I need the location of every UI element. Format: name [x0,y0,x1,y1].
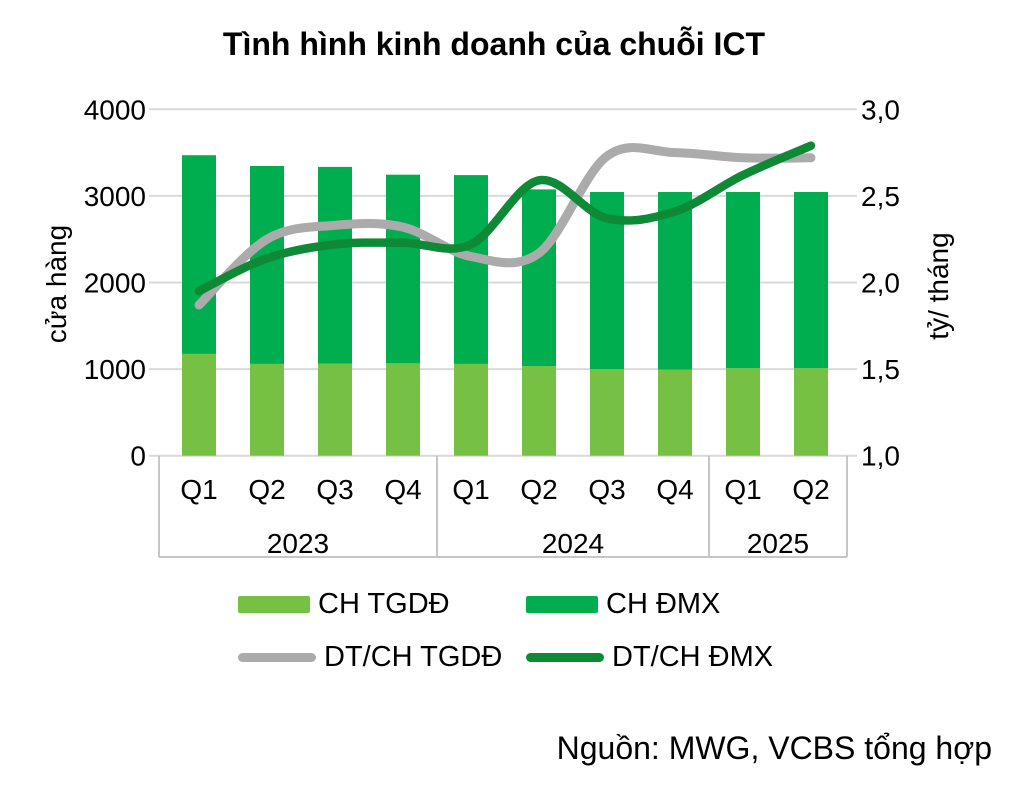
left-tick-label: 3000 [84,181,146,212]
legend-label: DT/CH TGDĐ [324,641,503,673]
quarter-label: Q2 [248,474,285,505]
bar-segment-tgdd [794,368,828,456]
trend-line-dt-ch-tgdd [194,143,816,310]
bar-segment-dmx [726,192,760,369]
quarter-label: Q3 [316,474,353,505]
quarter-label: Q4 [656,474,693,505]
bar-segment-dmx [182,155,216,354]
legend-swatch-bar-dmx [526,596,598,613]
quarter-label: Q1 [724,474,761,505]
bar-segment-dmx [658,192,692,370]
year-label: 2023 [267,528,329,559]
bar-segment-tgdd [454,363,488,456]
chart-legend: CH TGDĐ CH ĐMX DT/CH TGDĐ DT/CH ĐMX [238,588,773,674]
legend-label: CH TGDĐ [318,588,450,620]
bar-segment-tgdd [250,363,284,456]
quarter-label: Q1 [452,474,489,505]
chart-title: Tình hình kinh doanh của chuỗi ICT [222,26,766,62]
right-tick-label: 1,0 [861,441,900,472]
legend-swatch-line-tgdd [238,653,316,662]
year-label: 2024 [542,528,604,559]
quarter-label: Q2 [792,474,829,505]
bar-segment-dmx [386,174,420,364]
left-tick-label: 2000 [84,268,146,299]
quarter-label: Q2 [520,474,557,505]
quarter-label: Q4 [384,474,421,505]
right-tick-label: 2,0 [861,268,900,299]
bar-segment-tgdd [522,366,556,456]
legend-swatch-line-dmx [526,653,604,662]
bar-segment-dmx [318,166,352,364]
bar-segment-tgdd [658,369,692,456]
year-label: 2025 [747,528,809,559]
bar-segment-dmx [522,189,556,367]
legend-label: DT/CH ĐMX [612,641,774,673]
bar-segment-dmx [454,175,488,364]
quarter-label: Q3 [588,474,625,505]
right-tick-label: 3,0 [861,94,900,125]
right-tick-label: 2,5 [861,181,900,212]
right-axis-title: tỷ/ tháng [923,232,954,340]
legend-swatch-bar-tgdd [238,596,310,613]
left-tick-label: 0 [130,441,146,472]
legend-item-ch-tgdd: CH TGDĐ [238,588,526,621]
source-note: Nguồn: MWG, VCBS tổng hợp [556,730,992,766]
bar-segment-tgdd [386,363,420,456]
legend-item-dtch-dmx: DT/CH ĐMX [526,641,773,674]
bar-segment-dmx [794,192,828,369]
bar-segment-tgdd [590,369,624,456]
legend-item-ch-dmx: CH ĐMX [526,588,773,621]
legend-item-dtch-tgdd: DT/CH TGDĐ [238,641,526,674]
legend-label: CH ĐMX [606,588,721,620]
bar-segment-tgdd [318,363,352,456]
quarter-label: Q1 [180,474,217,505]
bar-segment-tgdd [182,353,216,456]
right-tick-label: 1,5 [861,354,900,385]
left-axis-title: cửa hàng [41,224,72,344]
bar-segment-tgdd [726,368,760,456]
trend-line-dt-ch-dmx [194,141,816,296]
left-tick-label: 1000 [84,354,146,385]
left-tick-label: 4000 [84,94,146,125]
